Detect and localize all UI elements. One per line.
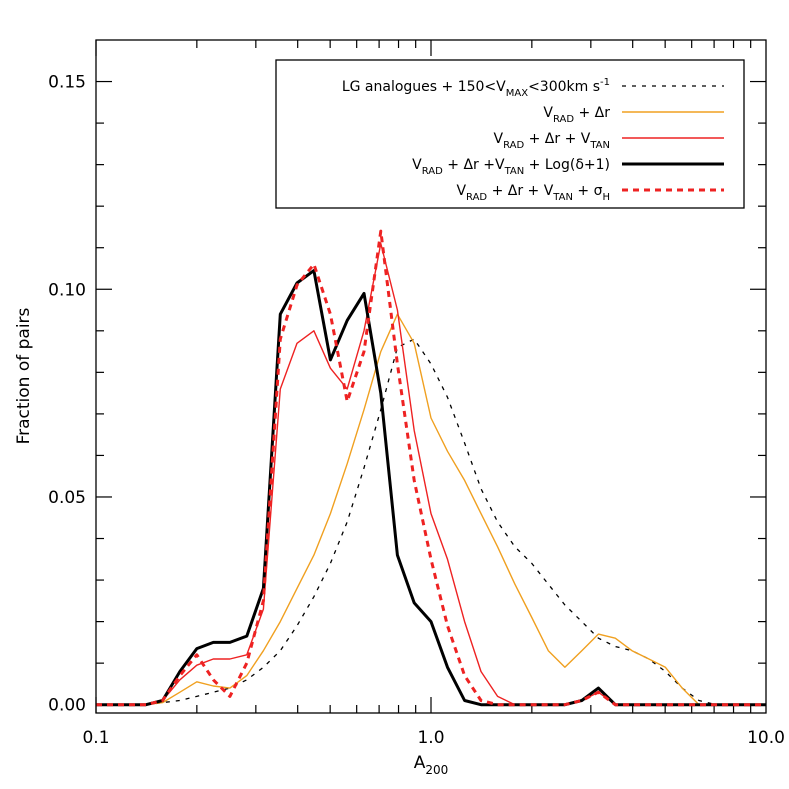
x-axis-label: A200 — [414, 753, 449, 777]
series-line-3 — [96, 242, 766, 706]
legend: LG analogues + 150<VMAX<300km s-1 VRAD + … — [275, 59, 745, 209]
y-axis-label: Fraction of pairs — [14, 307, 34, 444]
legend-label-3: VRAD + Δr + VTAN — [494, 131, 611, 151]
legend-label-1: LG analogues + 150<VMAX<300km s-1 — [342, 77, 610, 99]
legend-label-2: VRAD + Δr — [543, 105, 610, 125]
series-line-2 — [96, 313, 766, 706]
series-line-4 — [96, 269, 766, 707]
legend-label-4: VRAD + Δr +VTAN + Log(δ+1) — [412, 157, 610, 177]
legend-label-5: VRAD + Δr + VTAN + σH — [456, 183, 610, 203]
legend-box — [275, 59, 745, 209]
x-tick-label: 10.0 — [747, 728, 785, 748]
x-tick-label: 1.0 — [417, 728, 444, 748]
y-tick-label: 0.10 — [48, 280, 86, 300]
y-tick-label: 0.00 — [48, 696, 86, 716]
series-lines — [96, 229, 766, 707]
tick-labels: 0.1 1.0 10.0 0.00 0.05 0.10 0.15 — [48, 73, 785, 748]
series-line-5 — [96, 229, 766, 707]
y-tick-label: 0.15 — [48, 73, 86, 93]
plot-frame — [95, 39, 767, 714]
y-tick-label: 0.05 — [48, 488, 86, 508]
x-tick-label: 0.1 — [82, 728, 109, 748]
